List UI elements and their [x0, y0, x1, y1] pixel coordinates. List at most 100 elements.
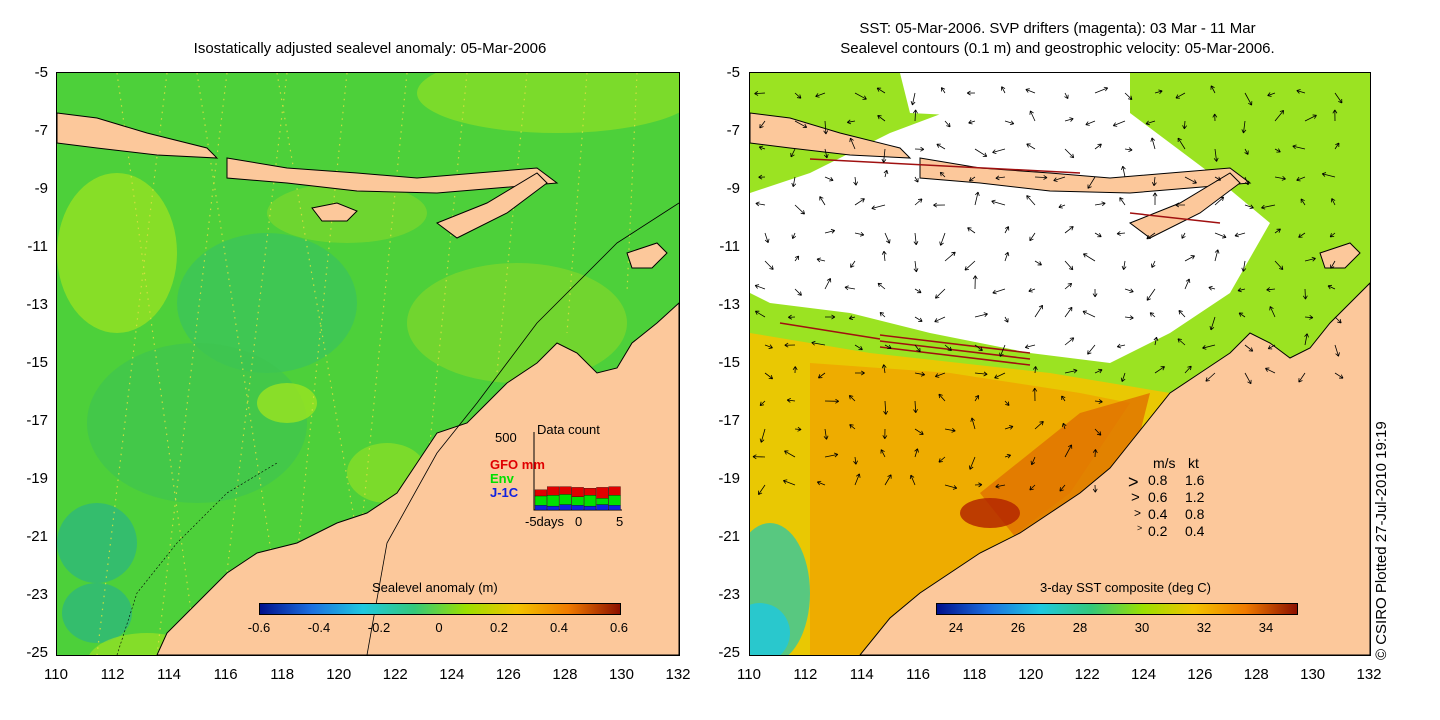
velocity-arrow-icon: > [1134, 506, 1142, 520]
velocity-vector [992, 148, 1006, 154]
velocity-vector [848, 395, 856, 402]
velocity-vector [1274, 148, 1281, 153]
velocity-legend-ms-header: m/s [1153, 455, 1176, 471]
x-tick-label: 110 [44, 666, 68, 683]
velocity-vector [1151, 260, 1156, 268]
velocity-vector [876, 87, 886, 94]
velocity-vector [816, 480, 826, 486]
velocity-vector [1210, 85, 1216, 94]
velocity-vector [914, 176, 919, 183]
velocity-vector [823, 428, 829, 440]
velocity-vector [759, 428, 766, 443]
x-tick-label: 116 [213, 666, 238, 683]
velocity-vector [824, 398, 840, 404]
velocity-vector [1178, 310, 1186, 318]
velocity-vector [788, 314, 796, 320]
velocity-kt-value: 1.2 [1185, 489, 1205, 505]
velocity-vector [1244, 344, 1254, 352]
y-tick-label: -23 [718, 586, 740, 603]
y-tick-label: -21 [718, 528, 740, 545]
velocity-ms-value: 0.4 [1148, 506, 1168, 522]
velocity-vector [1241, 120, 1247, 134]
data-count-bar [571, 487, 584, 497]
velocity-vector [914, 288, 922, 294]
velocity-vector [1181, 232, 1186, 239]
velocity-vector [914, 316, 923, 322]
right-colorbar-tick: 30 [1134, 620, 1150, 635]
velocity-vector [1213, 148, 1219, 162]
x-tick-label: 120 [1018, 666, 1044, 683]
left-map-title: Isostatically adjusted sealevel anomaly:… [193, 40, 547, 57]
x-tick-label: 132 [665, 666, 691, 683]
velocity-vector [794, 288, 802, 296]
velocity-vector [934, 288, 946, 299]
velocity-vector [883, 169, 889, 178]
velocity-vector [974, 344, 983, 351]
left-colorbar-tick: 0 [435, 620, 443, 635]
velocity-vector [1334, 316, 1342, 324]
velocity-arrow-icon: > [1131, 489, 1140, 506]
velocity-vector [914, 371, 926, 377]
velocity-vector [881, 364, 887, 374]
velocity-vector [1269, 306, 1276, 318]
velocity-vector [1124, 92, 1133, 100]
velocity-vector [914, 344, 921, 353]
x-tick-label: 126 [495, 666, 521, 683]
data-count-legend-item: Env [490, 471, 514, 486]
velocity-vector [1321, 172, 1336, 178]
velocity-vector [994, 372, 1006, 379]
velocity-vector [1094, 368, 1103, 374]
velocity-vector [934, 372, 946, 378]
velocity-vector [764, 344, 773, 349]
x-tick-label: 130 [608, 666, 634, 683]
velocity-vector [881, 250, 887, 262]
velocity-vector [849, 137, 856, 150]
velocity-vector [1177, 137, 1186, 150]
velocity-kt-value: 0.4 [1185, 523, 1205, 539]
velocity-vector [850, 260, 856, 268]
velocity-vector [1244, 148, 1249, 155]
x-tick-label: 114 [157, 666, 182, 683]
y-tick-label: -17 [718, 412, 740, 429]
velocity-vector [877, 115, 886, 122]
velocity-vector [879, 311, 886, 318]
y-tick-label: -5 [34, 64, 48, 81]
x-tick-label: 130 [1300, 666, 1326, 683]
velocity-vector [1184, 278, 1191, 290]
velocity-vector [1087, 344, 1096, 355]
left-colorbar-tick: -0.4 [307, 620, 331, 635]
velocity-vector [1116, 231, 1126, 236]
left-sealevel-map [56, 72, 680, 656]
velocity-vector [910, 92, 916, 106]
velocity-vector [1244, 92, 1253, 106]
velocity-vector [1214, 196, 1225, 206]
velocity-vector [1092, 449, 1098, 458]
velocity-vector [1292, 144, 1306, 150]
velocity-vector [791, 176, 797, 188]
velocity-vector [1274, 228, 1281, 234]
velocity-vector [1120, 372, 1126, 382]
velocity-vector [853, 456, 858, 465]
y-tick-label: -9 [726, 180, 740, 197]
data-count-ymax: 500 [495, 430, 517, 445]
velocity-vector [1087, 176, 1096, 189]
velocity-vector [1061, 395, 1066, 402]
velocity-vector [1029, 232, 1036, 242]
velocity-vector [1092, 484, 1098, 493]
velocity-vector [1029, 484, 1036, 491]
velocity-vector [992, 288, 1006, 295]
velocity-vector [1121, 260, 1127, 270]
velocity-vector [1094, 201, 1106, 207]
velocity-vector [1175, 202, 1186, 208]
velocity-vector [1094, 143, 1102, 150]
x-tick-label: 128 [1243, 666, 1269, 683]
left-colorbar-tick: -0.2 [367, 620, 391, 635]
velocity-vector [854, 198, 865, 206]
velocity-vector [1205, 372, 1216, 382]
y-tick-label: -21 [26, 528, 48, 545]
velocity-vector [1214, 249, 1220, 262]
velocity-vector [1034, 421, 1044, 430]
velocity-ms-value: 0.8 [1148, 472, 1168, 488]
y-tick-label: -23 [26, 586, 48, 603]
velocity-vector [790, 148, 796, 158]
